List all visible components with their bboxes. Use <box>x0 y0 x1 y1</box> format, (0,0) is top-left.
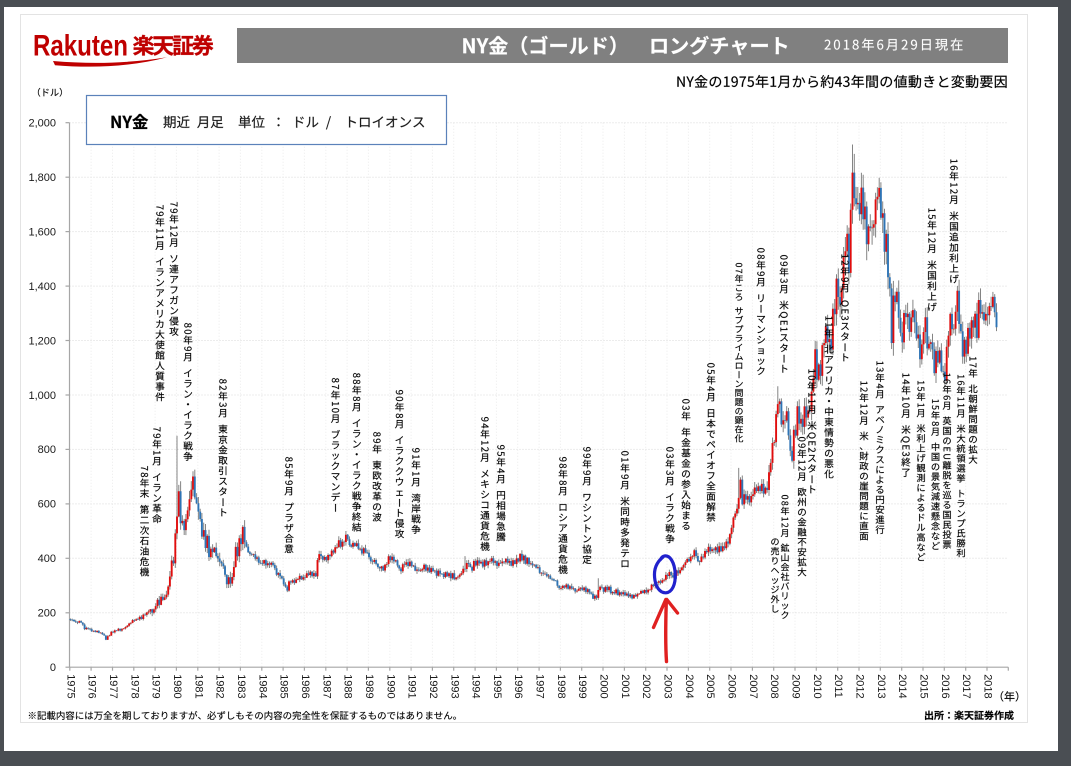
svg-text:1987: 1987 <box>320 674 332 698</box>
svg-text:2013: 2013 <box>875 674 887 698</box>
svg-text:800: 800 <box>38 444 56 456</box>
svg-text:2006: 2006 <box>726 674 738 698</box>
svg-text:1999: 1999 <box>576 674 588 698</box>
svg-text:1976: 1976 <box>86 674 98 698</box>
svg-text:1991: 1991 <box>406 674 418 698</box>
svg-text:1997: 1997 <box>534 674 546 698</box>
svg-text:2000: 2000 <box>598 674 610 698</box>
svg-text:2004: 2004 <box>683 674 695 698</box>
svg-text:1977: 1977 <box>107 674 119 698</box>
svg-text:2018: 2018 <box>981 674 993 698</box>
svg-text:2008: 2008 <box>768 674 780 698</box>
svg-text:2,000: 2,000 <box>28 118 56 130</box>
svg-text:200: 200 <box>38 608 56 620</box>
svg-text:1985: 1985 <box>278 674 290 698</box>
svg-text:1,400: 1,400 <box>28 281 56 293</box>
svg-text:1,600: 1,600 <box>28 226 56 238</box>
svg-text:2012: 2012 <box>854 674 866 698</box>
svg-text:1993: 1993 <box>448 674 460 698</box>
svg-text:2016: 2016 <box>939 674 951 698</box>
svg-text:1981: 1981 <box>192 674 204 698</box>
svg-text:1979: 1979 <box>150 674 162 698</box>
svg-text:400: 400 <box>38 553 56 565</box>
svg-text:1978: 1978 <box>128 674 140 698</box>
svg-text:1988: 1988 <box>342 674 354 698</box>
svg-text:2015: 2015 <box>918 674 930 698</box>
svg-text:1986: 1986 <box>299 674 311 698</box>
svg-text:1992: 1992 <box>427 674 439 698</box>
svg-text:1980: 1980 <box>171 674 183 698</box>
svg-text:1984: 1984 <box>256 674 268 698</box>
svg-text:1998: 1998 <box>555 674 567 698</box>
svg-text:2009: 2009 <box>790 674 802 698</box>
svg-text:1994: 1994 <box>470 674 482 698</box>
svg-text:2014: 2014 <box>896 674 908 698</box>
svg-text:2003: 2003 <box>662 674 674 698</box>
svg-text:1990: 1990 <box>384 674 396 698</box>
svg-text:2002: 2002 <box>640 674 652 698</box>
svg-text:2011: 2011 <box>832 674 844 698</box>
svg-text:2005: 2005 <box>704 674 716 698</box>
svg-text:1,800: 1,800 <box>28 172 56 184</box>
svg-text:1983: 1983 <box>235 674 247 698</box>
svg-text:2007: 2007 <box>747 674 759 698</box>
svg-text:1995: 1995 <box>491 674 503 698</box>
svg-text:600: 600 <box>38 499 56 511</box>
svg-text:1996: 1996 <box>512 674 524 698</box>
svg-text:2001: 2001 <box>619 674 631 698</box>
svg-text:Rakuten: Rakuten <box>33 30 128 63</box>
svg-text:1989: 1989 <box>363 674 375 698</box>
svg-text:0: 0 <box>50 662 56 674</box>
svg-text:1,200: 1,200 <box>28 335 56 347</box>
svg-text:1,000: 1,000 <box>28 390 56 402</box>
svg-text:2010: 2010 <box>811 674 823 698</box>
svg-text:1975: 1975 <box>64 674 76 698</box>
svg-text:1982: 1982 <box>214 674 226 698</box>
svg-text:2017: 2017 <box>960 674 972 698</box>
